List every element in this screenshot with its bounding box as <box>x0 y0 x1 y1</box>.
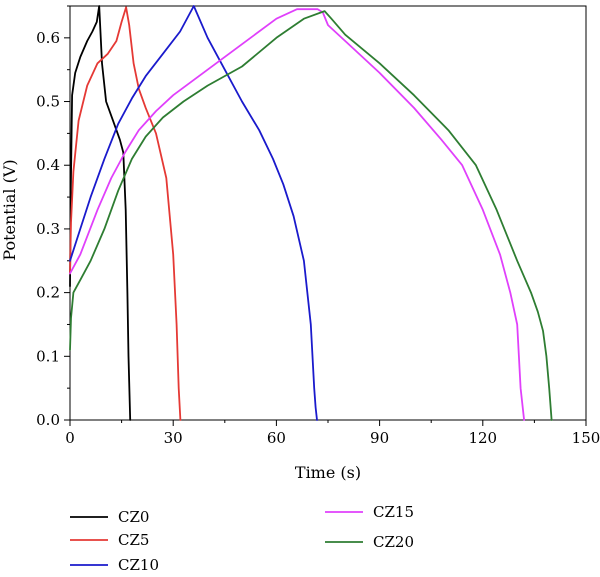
y-tick-label: 0.4 <box>36 156 60 174</box>
y-tick-label: 0.5 <box>36 93 60 111</box>
series-cz10-line <box>69 5 318 421</box>
axes: 0 30 60 90 120 150 0.0 0.1 0.2 0.3 0.4 0.5 0.6 <box>36 5 600 447</box>
legend-label-cz20: CZ20 <box>373 533 414 551</box>
x-tick-label: 150 <box>572 429 600 447</box>
legend: CZ0 CZ5 CZ10 CZ15 CZ20 <box>70 503 414 574</box>
legend-label-cz10: CZ10 <box>118 556 159 572</box>
y-tick-label: 0.1 <box>36 347 60 365</box>
x-tick-label: 120 <box>468 429 497 447</box>
y-tick-label: 0.0 <box>36 411 60 429</box>
legend-label-cz15: CZ15 <box>373 503 414 521</box>
y-axis-title: Potential (V) <box>0 159 19 260</box>
legend-label-cz5: CZ5 <box>118 531 149 549</box>
legend-label-cz0: CZ0 <box>118 508 149 526</box>
x-tick-label: 90 <box>370 429 389 447</box>
x-axis-title: Time (s) <box>295 463 361 482</box>
x-tick-label: 60 <box>267 429 286 447</box>
x-tick-label: 0 <box>65 429 75 447</box>
series-lines <box>69 5 553 421</box>
series-cz20-line <box>69 10 553 421</box>
x-tick-label: 30 <box>164 429 183 447</box>
y-tick-label: 0.6 <box>36 29 60 47</box>
plot-frame <box>69 5 587 421</box>
y-tick-label: 0.3 <box>36 220 60 238</box>
y-tick-label: 0.2 <box>36 284 60 302</box>
series-cz5-line <box>69 6 182 421</box>
series-cz15-line <box>69 8 525 421</box>
series-cz0-line <box>69 5 132 421</box>
